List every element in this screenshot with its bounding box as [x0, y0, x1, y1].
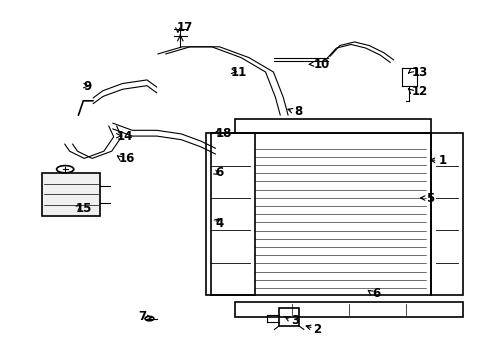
Bar — [42, 173, 100, 216]
Text: 1: 1 — [439, 154, 447, 167]
Text: 17: 17 — [176, 21, 193, 33]
Text: 8: 8 — [294, 105, 302, 118]
Bar — [279, 308, 299, 326]
Text: 10: 10 — [314, 58, 330, 71]
Text: 14: 14 — [117, 130, 133, 143]
Text: 4: 4 — [216, 217, 224, 230]
Text: 2: 2 — [314, 323, 322, 336]
Bar — [211, 133, 431, 295]
Bar — [235, 119, 431, 133]
Bar — [431, 133, 463, 295]
Text: 6: 6 — [372, 287, 381, 300]
Text: 13: 13 — [412, 66, 428, 78]
Text: 7: 7 — [138, 310, 146, 323]
Text: 11: 11 — [230, 66, 246, 78]
Text: 6: 6 — [216, 166, 224, 179]
Text: 12: 12 — [412, 85, 428, 98]
Text: 3: 3 — [292, 314, 300, 327]
Text: 5: 5 — [426, 192, 435, 204]
Text: 16: 16 — [119, 152, 135, 165]
Bar — [206, 133, 255, 295]
Text: 15: 15 — [76, 202, 92, 215]
Bar — [235, 302, 463, 317]
Text: 18: 18 — [216, 127, 232, 140]
Text: 9: 9 — [83, 80, 92, 93]
